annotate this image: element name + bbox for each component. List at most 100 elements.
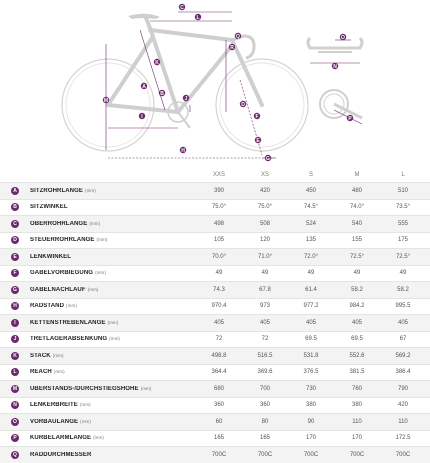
table-cell: 74.3 — [213, 286, 225, 293]
table-cell: 49 — [353, 270, 361, 277]
row-name: GABELVORBIEGUNG — [30, 270, 94, 277]
table-cell: 380 — [305, 402, 316, 409]
table-cell: 360 — [213, 402, 224, 409]
row-label: ÜBERSTANDS-/DURCHSTIEGSHÖHE (mm) — [30, 386, 196, 392]
down-tube — [176, 46, 232, 114]
table-cell: 700C — [303, 451, 319, 458]
geometry-table: XXS XS S M L A SITZROHRLÄNGE (mm) 390 420 450… — [0, 168, 430, 463]
table-cell: 516.5 — [257, 352, 273, 359]
row-label: VORBAULÄNGE (mm) — [30, 419, 196, 425]
row-name: GABELNACHLAUF — [30, 286, 86, 293]
marker-c: C — [178, 3, 186, 11]
table-row: M ÜBERSTANDS-/DURCHSTIEGSHÖHE (mm) 680 700 73… — [0, 380, 430, 397]
table-cell: 790 — [397, 385, 408, 392]
table-cell: 480 — [351, 187, 362, 194]
table-cell: 977.2 — [303, 303, 319, 310]
size-header: XS — [260, 172, 269, 178]
marker-r: R — [228, 43, 236, 51]
table-row: G GABELNACHLAUF (mm) 74.3 67.8 61.4 58.2 58.2 — [0, 281, 430, 298]
row-letter-badge: P — [11, 434, 19, 443]
row-unit: (mm) — [140, 385, 152, 391]
row-letter-badge: C — [11, 219, 19, 228]
table-cell: 49 — [307, 270, 315, 277]
rear-wheel — [61, 58, 155, 152]
row-unit: (mm) — [107, 319, 119, 325]
table-cell: 386.4 — [395, 369, 411, 376]
row-letter-badge: G — [11, 285, 19, 294]
table-row: C OBERROHRLÄNGE (mm) 498 508 524 540 555 — [0, 215, 430, 232]
head-angle-line — [239, 79, 263, 156]
row-name: STEUERROHRLÄNGE — [30, 237, 95, 244]
marker-k: K — [153, 58, 161, 66]
row-letter-badge: F — [11, 269, 19, 278]
marker-e: E — [254, 136, 262, 144]
table-row: H RADSTAND (mm) 970.4 973 977.2 984.2 995.5 — [0, 297, 430, 315]
row-letter-badge: H — [11, 302, 19, 311]
table-cell: 531.8 — [303, 352, 319, 359]
marker-i: I — [138, 112, 146, 120]
table-cell: 450 — [305, 187, 316, 194]
row-letter-badge: O — [11, 417, 19, 426]
marker-p: P — [346, 114, 354, 122]
row-name: SITZROHRLÄNGE — [30, 187, 83, 194]
table-cell: 380 — [351, 402, 362, 409]
row-name: KURBELARMLÄNGE — [30, 435, 92, 442]
table-cell: 165 — [259, 435, 270, 442]
row-label: GABELVORBIEGUNG (mm) — [30, 270, 196, 276]
row-name: VORBAULÄNGE — [30, 418, 79, 425]
row-name: REACH — [30, 369, 52, 376]
svg-text:J: J — [185, 96, 188, 102]
table-row: L REACH (mm) 364.4 369.6 376.5 381.5 386.4 — [0, 363, 430, 381]
svg-text:D: D — [241, 102, 245, 108]
table-row: Q RADDURCHMESSER 700C 700C 700C 700C 700C — [0, 446, 430, 463]
table-cell: 405 — [259, 319, 270, 326]
table-cell: 60 — [215, 418, 223, 425]
svg-text:M: M — [104, 98, 108, 104]
handlebar-detail — [306, 36, 364, 64]
table-cell: 700C — [349, 451, 365, 458]
row-label: RADDURCHMESSER — [30, 452, 196, 458]
table-cell: 569.2 — [395, 352, 411, 359]
table-cell: 61.4 — [305, 286, 317, 293]
table-cell: 405 — [305, 319, 316, 326]
row-label: RADSTAND (mm) — [30, 303, 196, 309]
row-label: STEUERROHRLÄNGE (mm) — [30, 237, 196, 243]
table-cell: 49 — [399, 270, 407, 277]
row-label: LENKWINKEL — [30, 254, 196, 260]
row-letter-badge: A — [11, 186, 19, 195]
row-name: OBERROHRLÄNGE — [30, 220, 88, 227]
row-name: KETTENSTREBENLÄNGE — [30, 319, 106, 326]
table-cell: 995.5 — [395, 303, 411, 310]
size-header: M — [354, 172, 360, 178]
marker-l: L — [194, 13, 202, 21]
row-name: TRETLAGERABSENKUNG — [30, 336, 108, 343]
table-cell: 74.0° — [349, 204, 365, 211]
row-label: SITZWINKEL — [30, 204, 196, 210]
top-tube — [148, 28, 234, 42]
row-unit: (mm) — [52, 352, 64, 358]
table-cell: 498 — [213, 220, 224, 227]
table-cell: 72.5° — [395, 253, 411, 260]
table-cell: 74.5° — [303, 204, 319, 211]
row-name: SITZWINKEL — [30, 204, 68, 211]
table-row: F GABELVORBIEGUNG (mm) 49 49 49 49 49 — [0, 264, 430, 282]
table-cell: 72.5° — [349, 253, 365, 260]
table-cell: 510 — [397, 187, 408, 194]
row-label: KURBELARMLÄNGE (mm) — [30, 435, 196, 441]
row-label: REACH (mm) — [30, 369, 196, 375]
svg-text:I: I — [141, 114, 143, 120]
table-cell: 552.6 — [349, 352, 365, 359]
table-cell: 67 — [399, 336, 407, 343]
row-unit: (mm) — [95, 270, 106, 276]
svg-text:L: L — [196, 15, 199, 21]
row-unit: (mm) — [53, 369, 65, 375]
table-cell: 70.0° — [211, 253, 227, 260]
marker-b: B — [158, 89, 166, 97]
table-row: N LENKERBREITE (mm) 360 360 380 380 420 — [0, 396, 430, 414]
table-cell: 524 — [305, 220, 316, 227]
row-name: RADDURCHMESSER — [30, 451, 92, 458]
size-header: L — [401, 172, 405, 178]
table-body: A SITZROHRLÄNGE (mm) 390 420 450 480 510 B SITZWI… — [0, 182, 430, 463]
row-unit: (mm) — [80, 418, 92, 424]
table-cell: 75.0° — [211, 204, 227, 211]
